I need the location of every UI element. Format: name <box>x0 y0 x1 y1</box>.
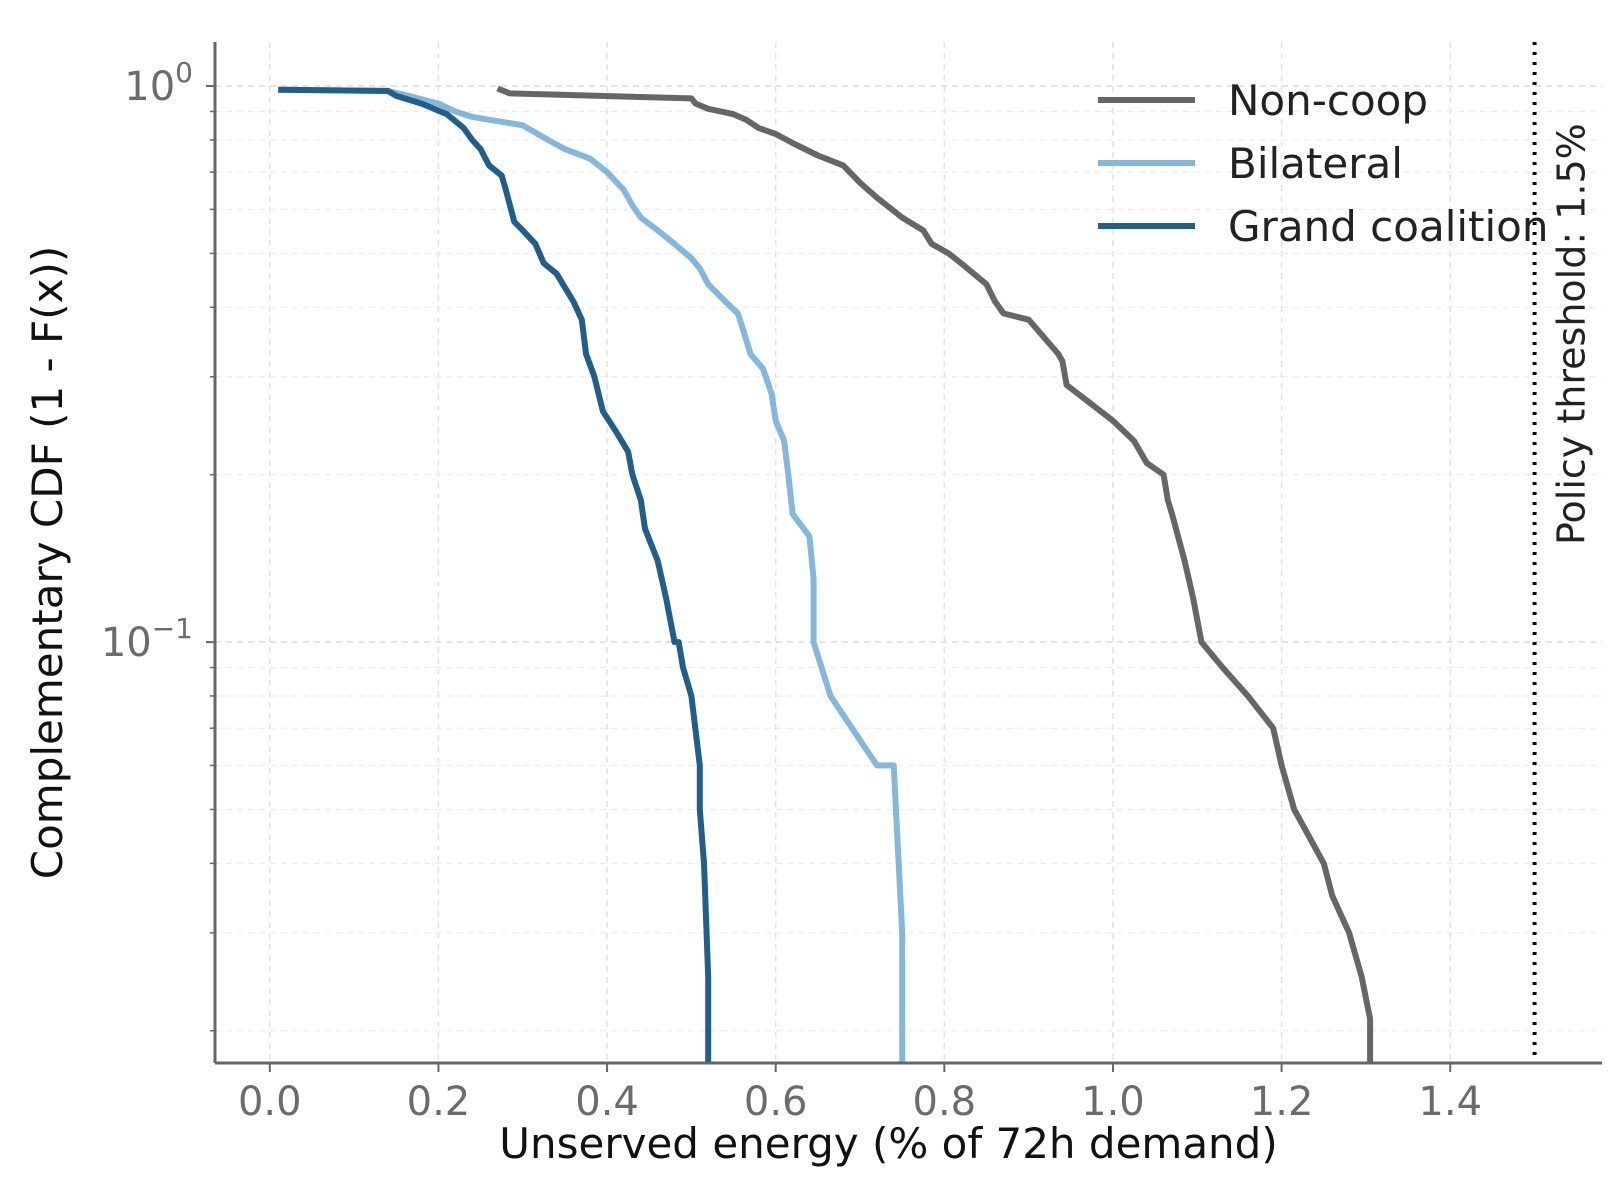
legend: Non-coop Bilateral Grand coalition <box>1098 76 1549 251</box>
x-tick-label: 0.0 <box>238 1079 302 1125</box>
x-ticks: 0.0 0.2 0.4 0.6 0.8 1.0 1.2 1.4 <box>238 1063 1482 1125</box>
grid <box>215 42 1602 1063</box>
y-ticks: 10−1 100 <box>101 56 215 1032</box>
x-tick-label: 1.0 <box>1081 1079 1145 1125</box>
series-layer <box>278 85 1374 1063</box>
series-line-bilateral <box>278 86 906 1063</box>
x-tick-label: 0.2 <box>407 1079 471 1125</box>
y-axis-label: Complementary CDF (1 - F(x)) <box>23 246 72 879</box>
series-line-grand-coalition <box>278 86 712 1063</box>
axes <box>213 42 1602 1065</box>
threshold-layer: Policy threshold: 1.5% <box>1532 42 1594 1063</box>
legend-label: Grand coalition <box>1228 202 1549 251</box>
x-axis-label: Unserved energy (% of 72h demand) <box>499 1119 1277 1168</box>
legend-label: Non-coop <box>1228 76 1428 125</box>
threshold-label: Policy threshold: 1.5% <box>1550 123 1594 545</box>
x-tick-label: 1.2 <box>1250 1079 1314 1125</box>
x-tick-label: 1.4 <box>1418 1079 1482 1125</box>
y-tick-label: 10−1 <box>101 612 193 666</box>
y-tick-label: 100 <box>124 56 193 110</box>
series-line-non-coop <box>496 85 1374 1063</box>
legend-label: Bilateral <box>1228 139 1403 188</box>
x-tick-label: 0.8 <box>913 1079 977 1125</box>
x-tick-label: 0.6 <box>744 1079 808 1125</box>
x-tick-label: 0.4 <box>575 1079 639 1125</box>
